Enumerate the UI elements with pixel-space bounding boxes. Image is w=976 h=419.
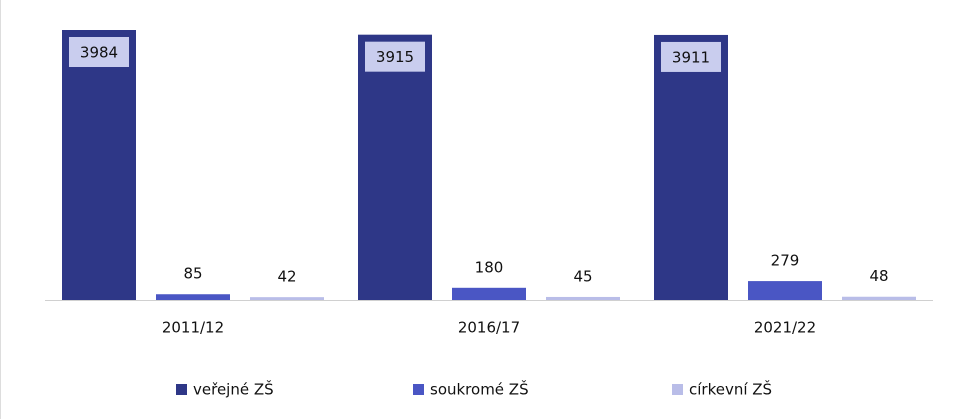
bar [546,296,620,300]
value-label: 3984 [80,44,118,62]
legend-label: veřejné ZŠ [193,380,274,399]
legend-swatch [176,384,187,395]
bar [452,287,526,300]
value-label: 180 [475,258,504,276]
value-label: 85 [183,265,202,283]
value-label: 48 [869,267,888,285]
bar [654,34,728,300]
x-tick-label: 2011/12 [162,319,224,337]
legend-label: církevní ZŠ [689,380,772,399]
value-label: 3915 [376,48,414,66]
value-label: 279 [771,252,800,270]
legend-swatch [672,384,683,395]
value-label: 42 [277,268,296,286]
bar [250,297,324,300]
value-label-box [661,41,721,72]
value-label: 45 [573,267,592,285]
bar [748,281,822,300]
x-tick-label: 2021/22 [754,319,816,337]
legend-label: soukromé ZŠ [430,380,529,399]
bar [156,294,230,300]
legend-swatch [413,384,424,395]
value-label-box [69,37,129,67]
bar [358,34,432,300]
bar [62,30,136,300]
x-tick-label: 2016/17 [458,319,520,337]
value-label: 3911 [672,48,710,66]
value-label-box [365,41,425,72]
bar [842,296,916,300]
